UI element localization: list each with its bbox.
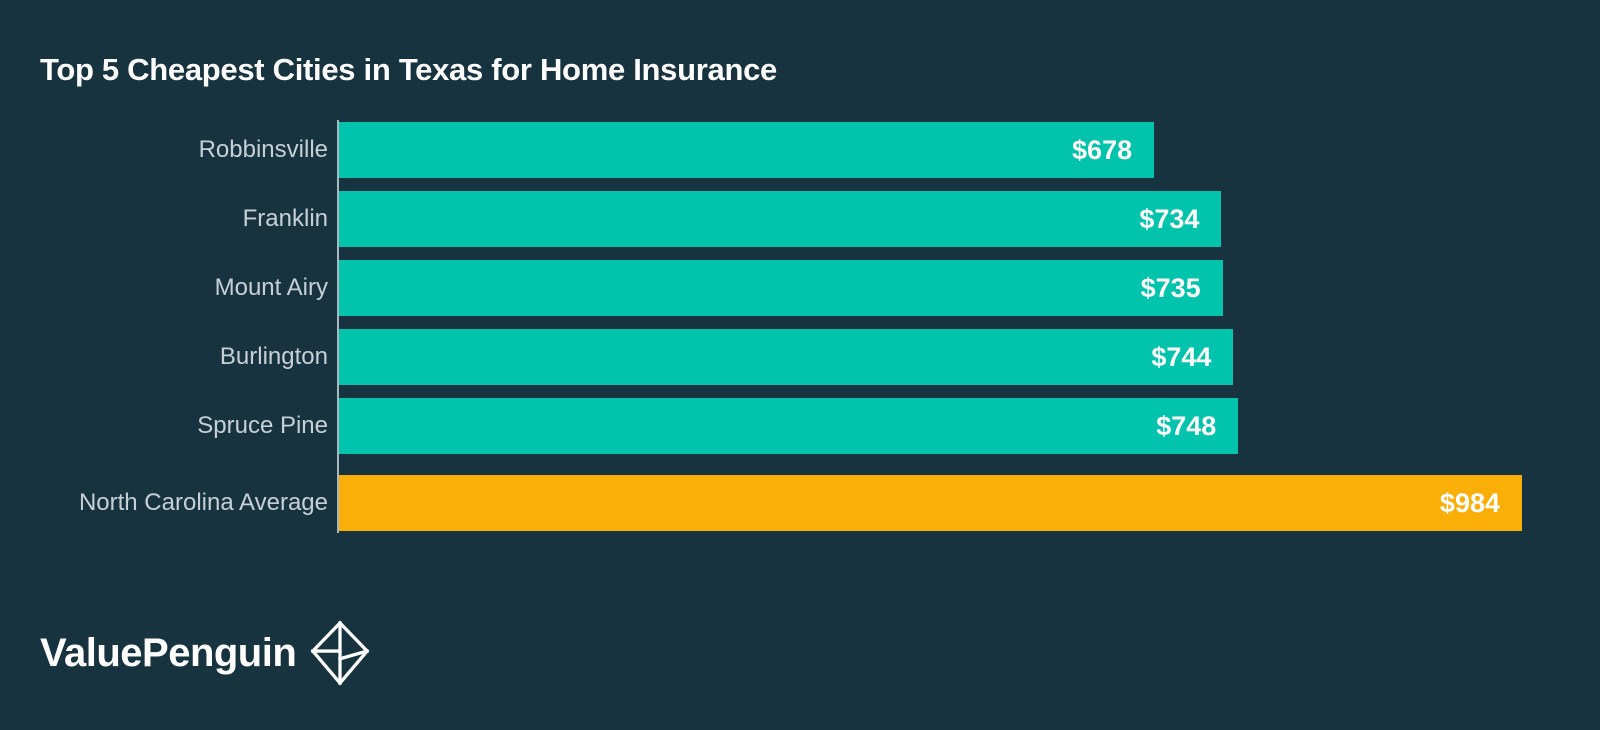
bar-row: Franklin $734 — [40, 191, 1522, 247]
bar-value-label: $678 — [1072, 134, 1133, 165]
bar-value-label: $735 — [1140, 272, 1201, 303]
bar-row: Spruce Pine $748 — [40, 398, 1522, 454]
bar: $735 — [339, 260, 1223, 316]
bar-value-label: $734 — [1139, 203, 1200, 234]
bar-track: $735 — [339, 260, 1522, 316]
bar-track: $984 — [339, 475, 1522, 531]
category-label: Mount Airy — [214, 274, 328, 301]
bar-value-label: $748 — [1156, 410, 1217, 441]
bar-row-average: North Carolina Average $984 — [40, 475, 1522, 531]
category-label: Robbinsville — [198, 136, 328, 163]
bar: $748 — [339, 398, 1239, 454]
bar-value-label: $744 — [1151, 341, 1212, 372]
origami-penguin-diamond-icon — [310, 620, 370, 686]
y-axis-line — [337, 120, 339, 533]
bar-track: $678 — [339, 122, 1522, 178]
chart-title: Top 5 Cheapest Cities in Texas for Home … — [40, 51, 777, 87]
bar-value-label: $984 — [1439, 487, 1500, 518]
bar-track: $734 — [339, 191, 1522, 247]
bar-row: Robbinsville $678 — [40, 122, 1522, 178]
category-label: North Carolina Average — [78, 489, 328, 516]
bar-track: $744 — [339, 329, 1522, 385]
bar: $744 — [339, 329, 1234, 385]
category-label: Spruce Pine — [197, 412, 328, 439]
valuepenguin-logo-text: ValuePenguin — [40, 630, 297, 675]
bar: $678 — [339, 122, 1155, 178]
bar-row: Burlington $744 — [40, 329, 1522, 385]
bar-track: $748 — [339, 398, 1522, 454]
bar-average: $984 — [339, 475, 1522, 531]
category-label: Burlington — [219, 343, 328, 370]
bar-row: Mount Airy $735 — [40, 260, 1522, 316]
bar: $734 — [339, 191, 1222, 247]
valuepenguin-logo: ValuePenguin — [40, 616, 371, 690]
category-label: Franklin — [242, 205, 328, 232]
bar-chart: Robbinsville $678 Franklin $734 Mount Ai… — [40, 120, 1522, 533]
